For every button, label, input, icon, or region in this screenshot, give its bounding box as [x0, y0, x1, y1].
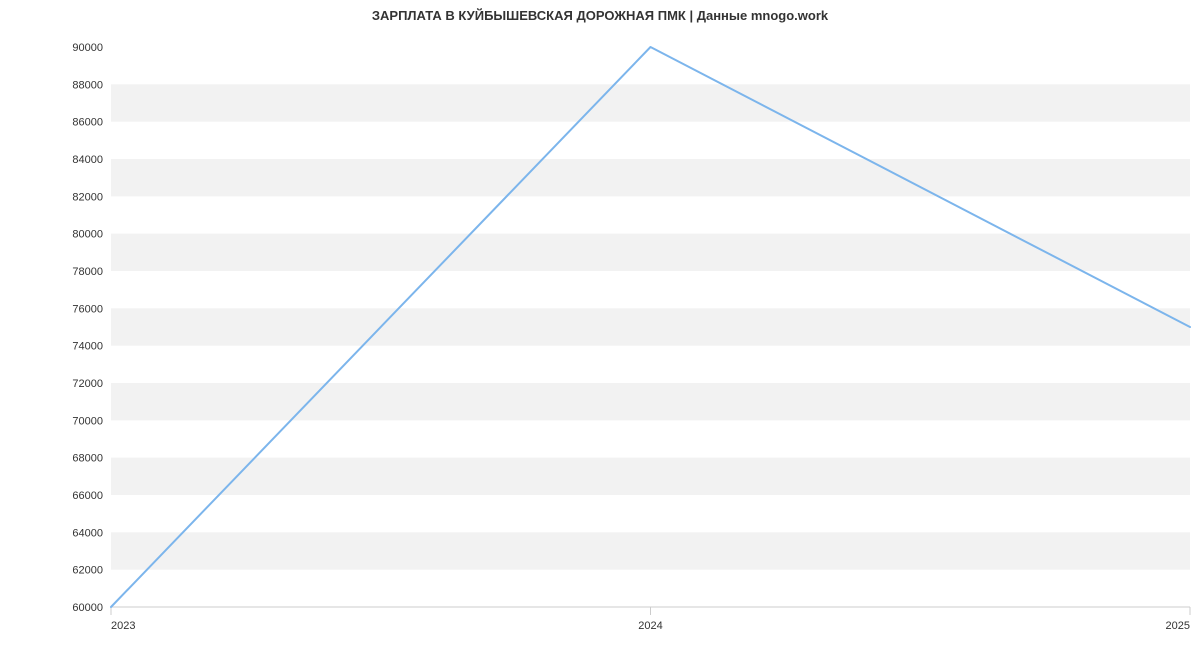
salary-line-chart: ЗАРПЛАТА В КУЙБЫШЕВСКАЯ ДОРОЖНАЯ ПМК | Д…: [0, 0, 1200, 650]
y-tick-label: 72000: [72, 378, 103, 390]
y-tick-label: 70000: [72, 415, 103, 427]
x-tick-label: 2024: [638, 620, 662, 632]
y-tick-label: 78000: [72, 266, 103, 278]
y-tick-label: 82000: [72, 191, 103, 203]
grid-band: [111, 159, 1190, 196]
chart-svg: 60000 62000 64000 66000 68000 70000 72000 74000…: [0, 0, 1200, 650]
grid-band: [111, 308, 1190, 345]
y-tick-label: 84000: [72, 154, 103, 166]
grid-band: [111, 234, 1190, 271]
y-tick-label: 66000: [72, 490, 103, 502]
x-tick-label: 2023: [111, 620, 135, 632]
grid-band: [111, 532, 1190, 569]
y-tick-label: 64000: [72, 527, 103, 539]
y-tick-label: 74000: [72, 341, 103, 353]
y-tick-label: 80000: [72, 229, 103, 241]
y-tick-label: 62000: [72, 565, 103, 577]
y-tick-label: 88000: [72, 79, 103, 91]
y-tick-label: 90000: [72, 42, 103, 54]
grid-band: [111, 383, 1190, 420]
grid-band: [111, 458, 1190, 495]
y-tick-label: 68000: [72, 453, 103, 465]
y-tick-label: 86000: [72, 117, 103, 129]
x-tick-label: 2025: [1166, 620, 1190, 632]
y-tick-label: 60000: [72, 602, 103, 614]
y-tick-label: 76000: [72, 303, 103, 315]
grid-band: [111, 84, 1190, 121]
